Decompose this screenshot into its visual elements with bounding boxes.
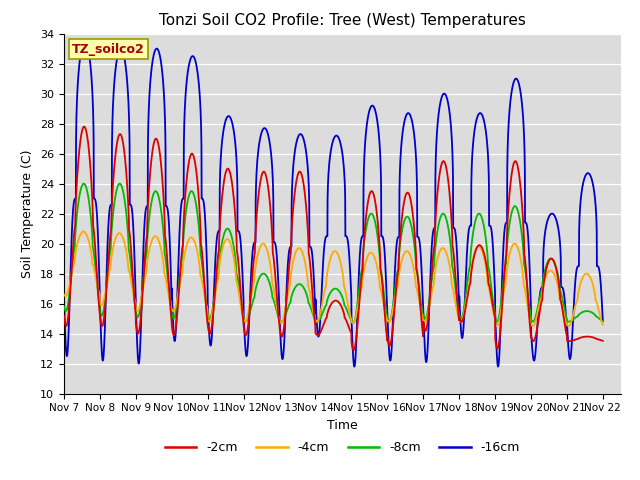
Y-axis label: Soil Temperature (C): Soil Temperature (C) xyxy=(22,149,35,278)
Text: TZ_soilco2: TZ_soilco2 xyxy=(72,43,145,56)
Title: Tonzi Soil CO2 Profile: Tree (West) Temperatures: Tonzi Soil CO2 Profile: Tree (West) Temp… xyxy=(159,13,526,28)
Legend: -2cm, -4cm, -8cm, -16cm: -2cm, -4cm, -8cm, -16cm xyxy=(160,436,525,459)
X-axis label: Time: Time xyxy=(327,419,358,432)
